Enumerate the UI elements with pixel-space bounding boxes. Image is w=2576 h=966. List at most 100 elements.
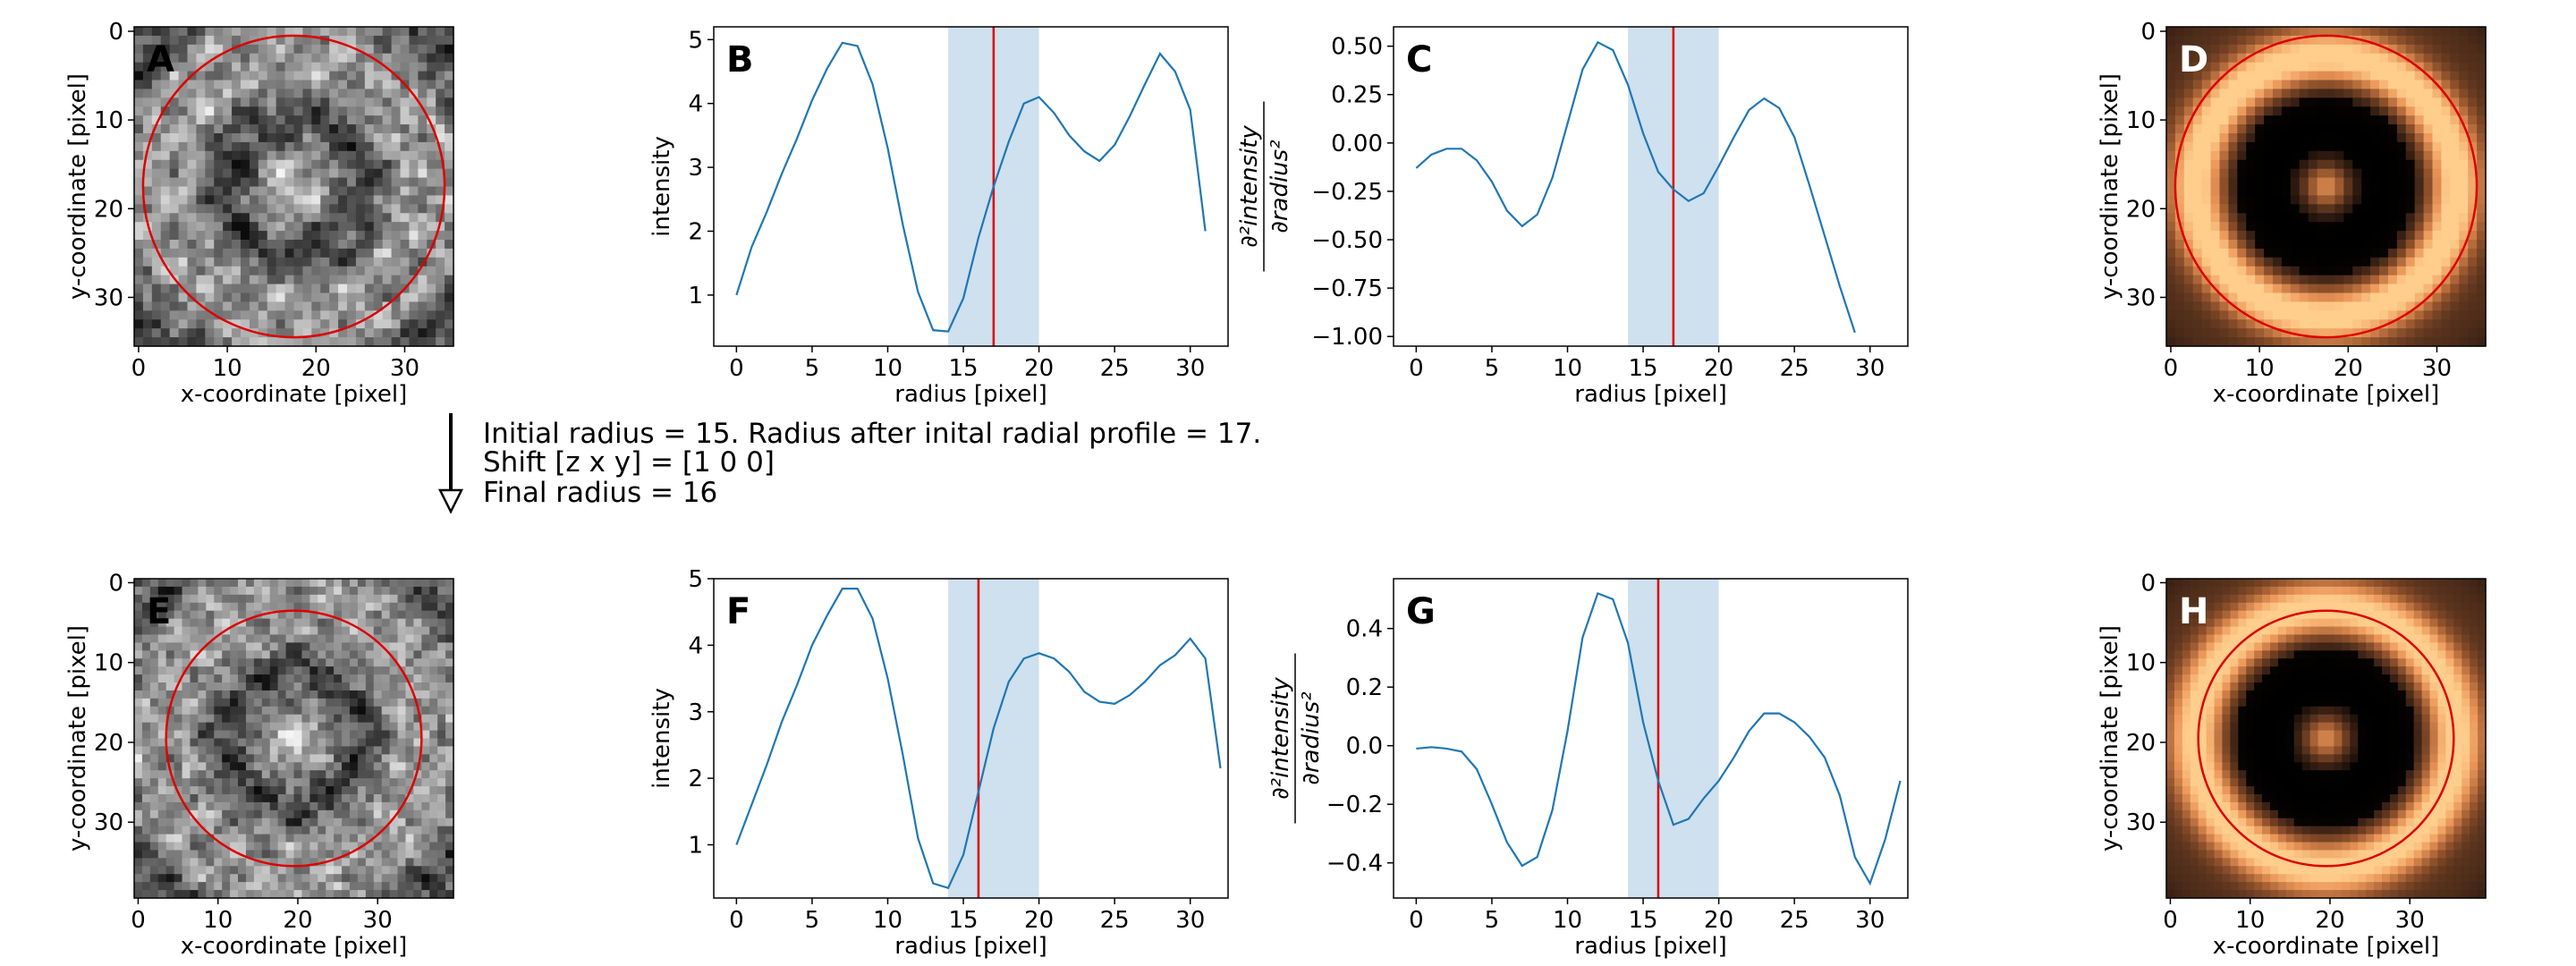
heatmap-cell (445, 714, 454, 724)
heatmap-cell (2361, 27, 2371, 37)
heatmap-cell (301, 658, 310, 667)
heatmap-cell (196, 106, 206, 116)
heatmap-cell (2318, 594, 2327, 604)
heatmap-cell (2370, 266, 2380, 276)
heatmap-cell (149, 809, 159, 819)
x-tick-label: 20 (301, 355, 331, 382)
heatmap-cell (421, 818, 430, 827)
heatmap-cell (196, 319, 206, 329)
heatmap-cell (157, 674, 167, 683)
heatmap-cell (2277, 602, 2287, 612)
heatmap-cell (2285, 594, 2295, 604)
heatmap-cell (2210, 177, 2221, 188)
heatmap-cell (2228, 257, 2238, 267)
heatmap-cell (151, 97, 162, 107)
heatmap-cell (2264, 231, 2274, 241)
x-tick-label: 20 (2334, 355, 2363, 382)
heatmap-cell (429, 618, 438, 628)
heatmap-cell (2361, 292, 2371, 303)
heatmap-cell (365, 793, 375, 803)
heatmap-cell (198, 834, 207, 843)
heatmap-cell (205, 62, 215, 72)
heatmap-cell (2358, 586, 2367, 596)
heatmap-cell (421, 809, 430, 819)
heatmap-cell (2174, 266, 2185, 276)
heatmap-cell (373, 801, 383, 811)
heatmap-cell (302, 284, 312, 294)
heatmap-cell (2343, 231, 2353, 241)
heatmap-cell (391, 284, 402, 294)
heatmap-cell (2237, 195, 2247, 205)
heatmap-cell (347, 141, 357, 152)
heatmap-cell (418, 319, 428, 329)
heatmap-cell (2450, 266, 2460, 276)
heatmap-cell (2230, 579, 2239, 588)
heatmap-cell (355, 292, 366, 303)
heatmap-cell (284, 115, 295, 125)
heatmap-cell (214, 248, 224, 258)
heatmap-cell (174, 842, 183, 852)
heatmap-cell (2414, 159, 2425, 170)
heatmap-cell (311, 115, 321, 125)
heatmap-cell (198, 658, 207, 667)
heatmap-cell (165, 786, 175, 795)
heatmap-cell (429, 890, 438, 899)
heatmap-cell (269, 626, 279, 636)
heatmap-cell (2450, 301, 2460, 311)
heatmap-cell (190, 610, 199, 620)
heatmap-cell (267, 292, 277, 303)
heatmap-cell (2299, 213, 2309, 223)
heatmap-cell (2396, 150, 2407, 161)
heatmap-cell (338, 213, 348, 223)
heatmap-cell (198, 706, 207, 716)
heatmap-cell (334, 682, 343, 691)
heatmap-cell (2432, 159, 2443, 170)
heatmap-cell (2264, 284, 2274, 294)
heatmap-cell (2361, 71, 2371, 81)
heatmap-cell (165, 634, 175, 644)
heatmap-cell (2478, 602, 2487, 612)
heatmap-cell (275, 248, 286, 258)
heatmap-cell (436, 124, 445, 134)
heatmap-cell (311, 168, 321, 179)
heatmap-cell (2201, 213, 2212, 223)
heatmap-cell (2432, 177, 2443, 188)
heatmap-cell (2299, 141, 2309, 152)
heatmap-cell (253, 770, 263, 779)
heatmap-cell (326, 746, 335, 755)
heatmap-cell (205, 35, 215, 46)
heatmap-cell (2219, 319, 2230, 329)
heatmap-cell (309, 610, 318, 620)
heatmap-cell (2290, 231, 2301, 241)
heatmap-cell (357, 682, 367, 691)
heatmap-cell (178, 301, 189, 311)
heatmap-cell (2413, 658, 2423, 667)
heatmap-cell (2290, 337, 2301, 347)
heatmap-cell (309, 874, 318, 883)
heatmap-cell (2387, 337, 2398, 347)
heatmap-cell (400, 248, 411, 258)
heatmap-cell (338, 62, 348, 72)
heatmap-cell (2254, 579, 2263, 588)
heatmap-cell (437, 666, 446, 675)
heatmap-cell (318, 890, 326, 899)
heatmap-cell (182, 754, 191, 763)
heatmap-cell (364, 115, 375, 125)
heatmap-cell (245, 778, 255, 787)
heatmap-cell (2477, 222, 2487, 232)
heatmap-cell (149, 818, 159, 827)
heatmap-cell (214, 746, 223, 755)
heatmap-cell (2293, 634, 2303, 644)
heatmap-cell (2361, 97, 2371, 107)
x-tick-label: 10 (1553, 907, 1582, 934)
heatmap-cell (187, 168, 198, 179)
heatmap-cell (437, 618, 446, 628)
heatmap-cell (2192, 266, 2203, 276)
heatmap-cell (142, 97, 153, 107)
heatmap-cell (2334, 44, 2344, 55)
heatmap-cell (364, 89, 375, 98)
heatmap-cell (320, 213, 330, 223)
heatmap-cell (2255, 168, 2265, 179)
heatmap-cell (418, 310, 428, 320)
heatmap-cell (205, 328, 215, 338)
